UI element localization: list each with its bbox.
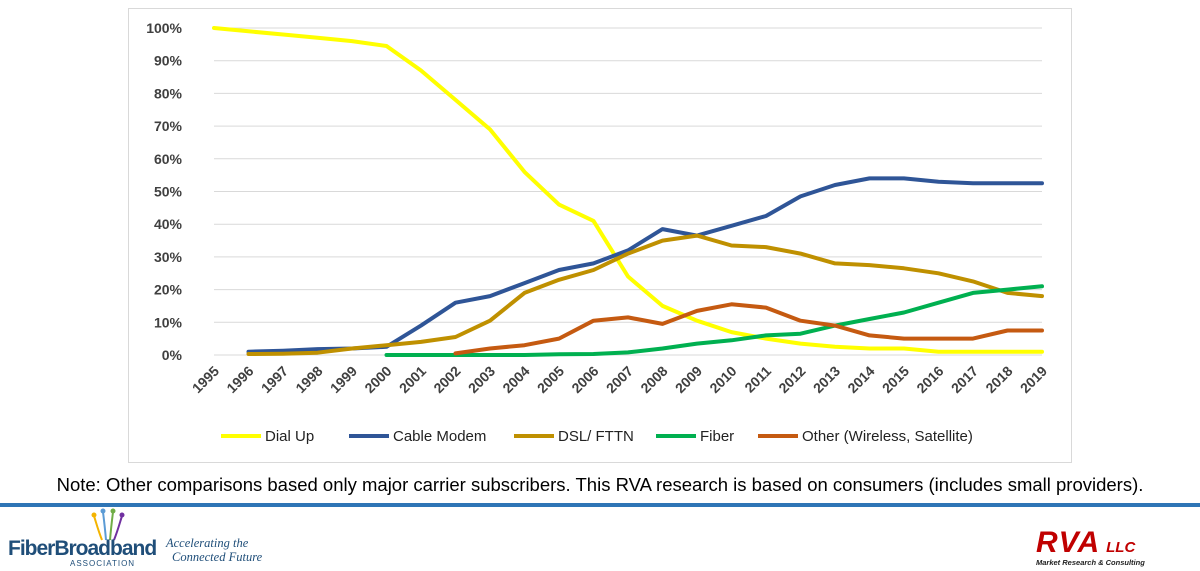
- series-line-dsl-fttn: [246, 233, 1044, 356]
- x-tick-label: 1998: [292, 363, 325, 396]
- y-tick-label: 40%: [154, 216, 183, 232]
- fiber-broadband-name: FiberBroadband: [8, 537, 157, 560]
- x-tick-label: 2019: [1017, 363, 1050, 396]
- fiber-broadband-logo-icon: [91, 508, 125, 541]
- legend-label-other-wireless-satellite: Other (Wireless, Satellite): [802, 428, 973, 445]
- x-tick-label: 2018: [982, 363, 1015, 396]
- x-tick-label: 2001: [396, 363, 429, 396]
- x-tick-label: 2016: [913, 363, 946, 396]
- series-line-dial-up: [212, 26, 1044, 354]
- x-tick-label: 2017: [948, 363, 981, 396]
- fiber-broadband-association: ASSOCIATION: [70, 559, 136, 568]
- footer-divider: [0, 503, 1200, 507]
- y-tick-label: 100%: [146, 20, 182, 36]
- tagline-line-1: Accelerating the: [166, 536, 249, 550]
- x-tick-label: 2010: [706, 363, 739, 396]
- y-tick-label: 90%: [154, 53, 183, 69]
- rva-llc: LLC: [1106, 539, 1136, 556]
- y-tick-label: 0%: [162, 347, 183, 363]
- footnote: Note: Other comparisons based only major…: [56, 474, 1144, 495]
- y-tick-label: 20%: [154, 282, 183, 298]
- y-tick-label: 60%: [154, 151, 183, 167]
- x-tick-label: 2009: [672, 363, 705, 396]
- fiber-broadband-tagline: Accelerating the Connected Future: [166, 536, 262, 564]
- x-tick-label: 2014: [844, 363, 877, 396]
- x-tick-label: 2002: [430, 363, 463, 396]
- x-tick-label: 2000: [361, 363, 394, 396]
- x-tick-label: 2005: [534, 363, 567, 396]
- x-tick-label: 2003: [465, 363, 498, 396]
- series-line-cable-modem: [246, 176, 1044, 354]
- x-tick-label: 1999: [327, 363, 360, 396]
- x-tick-label: 2013: [810, 363, 843, 396]
- legend-label-cable-modem: Cable Modem: [393, 428, 486, 445]
- x-tick-label: 1996: [223, 363, 256, 396]
- chart-frame: 0% 10% 20% 30% 40% 50% 60% 70% 80% 90% 100% 1995 199…: [128, 8, 1072, 463]
- x-tick-label: 2011: [741, 363, 774, 396]
- y-tick-label: 50%: [154, 184, 183, 200]
- x-tick-label: 2006: [568, 363, 601, 396]
- x-tick-label: 2008: [637, 363, 670, 396]
- broadband-share-line-chart: 0%10%20%30%40%50%60%70%80%90%100%1995 199…: [146, 20, 1050, 445]
- tagline-line-2: Connected Future: [172, 550, 263, 564]
- y-tick-label: 30%: [154, 249, 183, 265]
- rva-logo: RVA LLC: [1036, 526, 1135, 560]
- y-tick-label: 80%: [154, 85, 183, 101]
- y-tick-label: 70%: [154, 118, 183, 134]
- x-tick-label: 1997: [258, 363, 291, 396]
- x-tick-label: 1995: [189, 363, 222, 396]
- rva-name: RVA: [1036, 526, 1101, 559]
- series-line-fiber: [384, 284, 1044, 357]
- x-tick-label: 2007: [603, 363, 636, 396]
- x-tick-label: 2004: [499, 363, 532, 396]
- series-line-other-wireless-satellite: [453, 302, 1044, 356]
- x-tick-label: 2012: [775, 363, 808, 396]
- y-tick-label: 10%: [154, 314, 183, 330]
- legend-label-fiber: Fiber: [700, 428, 734, 445]
- x-tick-label: 2015: [879, 363, 912, 396]
- legend-label-dial-up: Dial Up: [265, 428, 314, 445]
- rva-subtitle: Market Research & Consulting: [1036, 558, 1145, 567]
- legend-label-dsl-fttn: DSL/ FTTN: [558, 428, 634, 445]
